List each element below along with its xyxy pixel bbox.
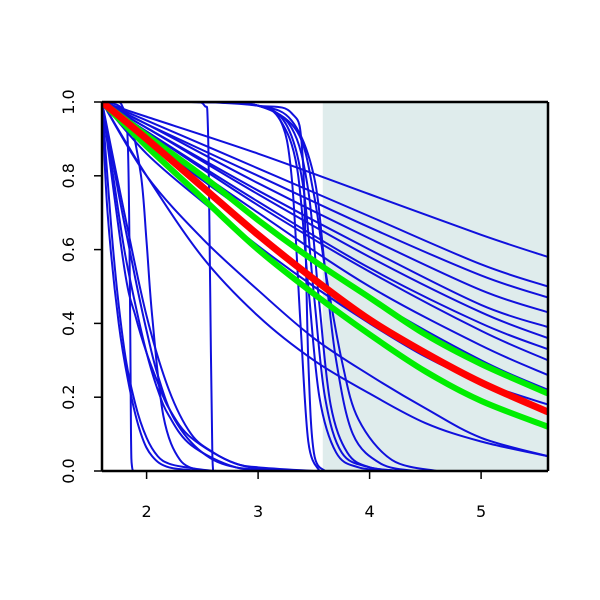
series-draw-line-17	[102, 102, 405, 471]
x-tick-label-1: 3	[253, 502, 263, 521]
series-draw-line-4	[102, 102, 548, 288]
series-draw-line-30	[102, 102, 204, 471]
series-band-line-2	[102, 102, 548, 430]
y-tick-label-5: 1.0	[59, 89, 78, 114]
series-layer	[102, 102, 548, 471]
series-draw-line-23	[102, 102, 137, 471]
series-draw-line-18	[102, 102, 416, 471]
series-draw-line-20	[102, 102, 326, 471]
series-draw-line-15	[102, 102, 393, 471]
axes: 2 3 4 5 0.0 0.2 0.4 0.6 0.8 1.0	[59, 89, 550, 521]
x-tick-label-2: 4	[365, 502, 375, 521]
y-tick-label-1: 0.2	[59, 384, 78, 409]
series-draw-line-21	[102, 102, 321, 471]
series-draw-line-3	[102, 102, 548, 258]
x-tick-label-0: 2	[142, 502, 152, 521]
series-draw-line-31	[102, 102, 548, 458]
series-draw-line-22	[102, 102, 217, 471]
y-tick-label-2: 0.4	[59, 311, 78, 336]
x-tick-label-3: 5	[476, 502, 486, 521]
series-draw-line-14	[102, 102, 548, 458]
y-tick-label-0: 0.0	[59, 458, 78, 483]
series-draw-line-27	[102, 102, 315, 471]
series-draw-line-19	[102, 102, 438, 471]
y-tick-label-3: 0.6	[59, 237, 78, 262]
series-band-line-1	[102, 102, 548, 397]
series-draw-line-24	[102, 102, 204, 471]
y-tick-label-4: 0.8	[59, 163, 78, 188]
series-mean-line-0	[102, 102, 548, 416]
series-draw-line-28	[102, 102, 293, 471]
series-draw-line-29	[102, 102, 215, 471]
